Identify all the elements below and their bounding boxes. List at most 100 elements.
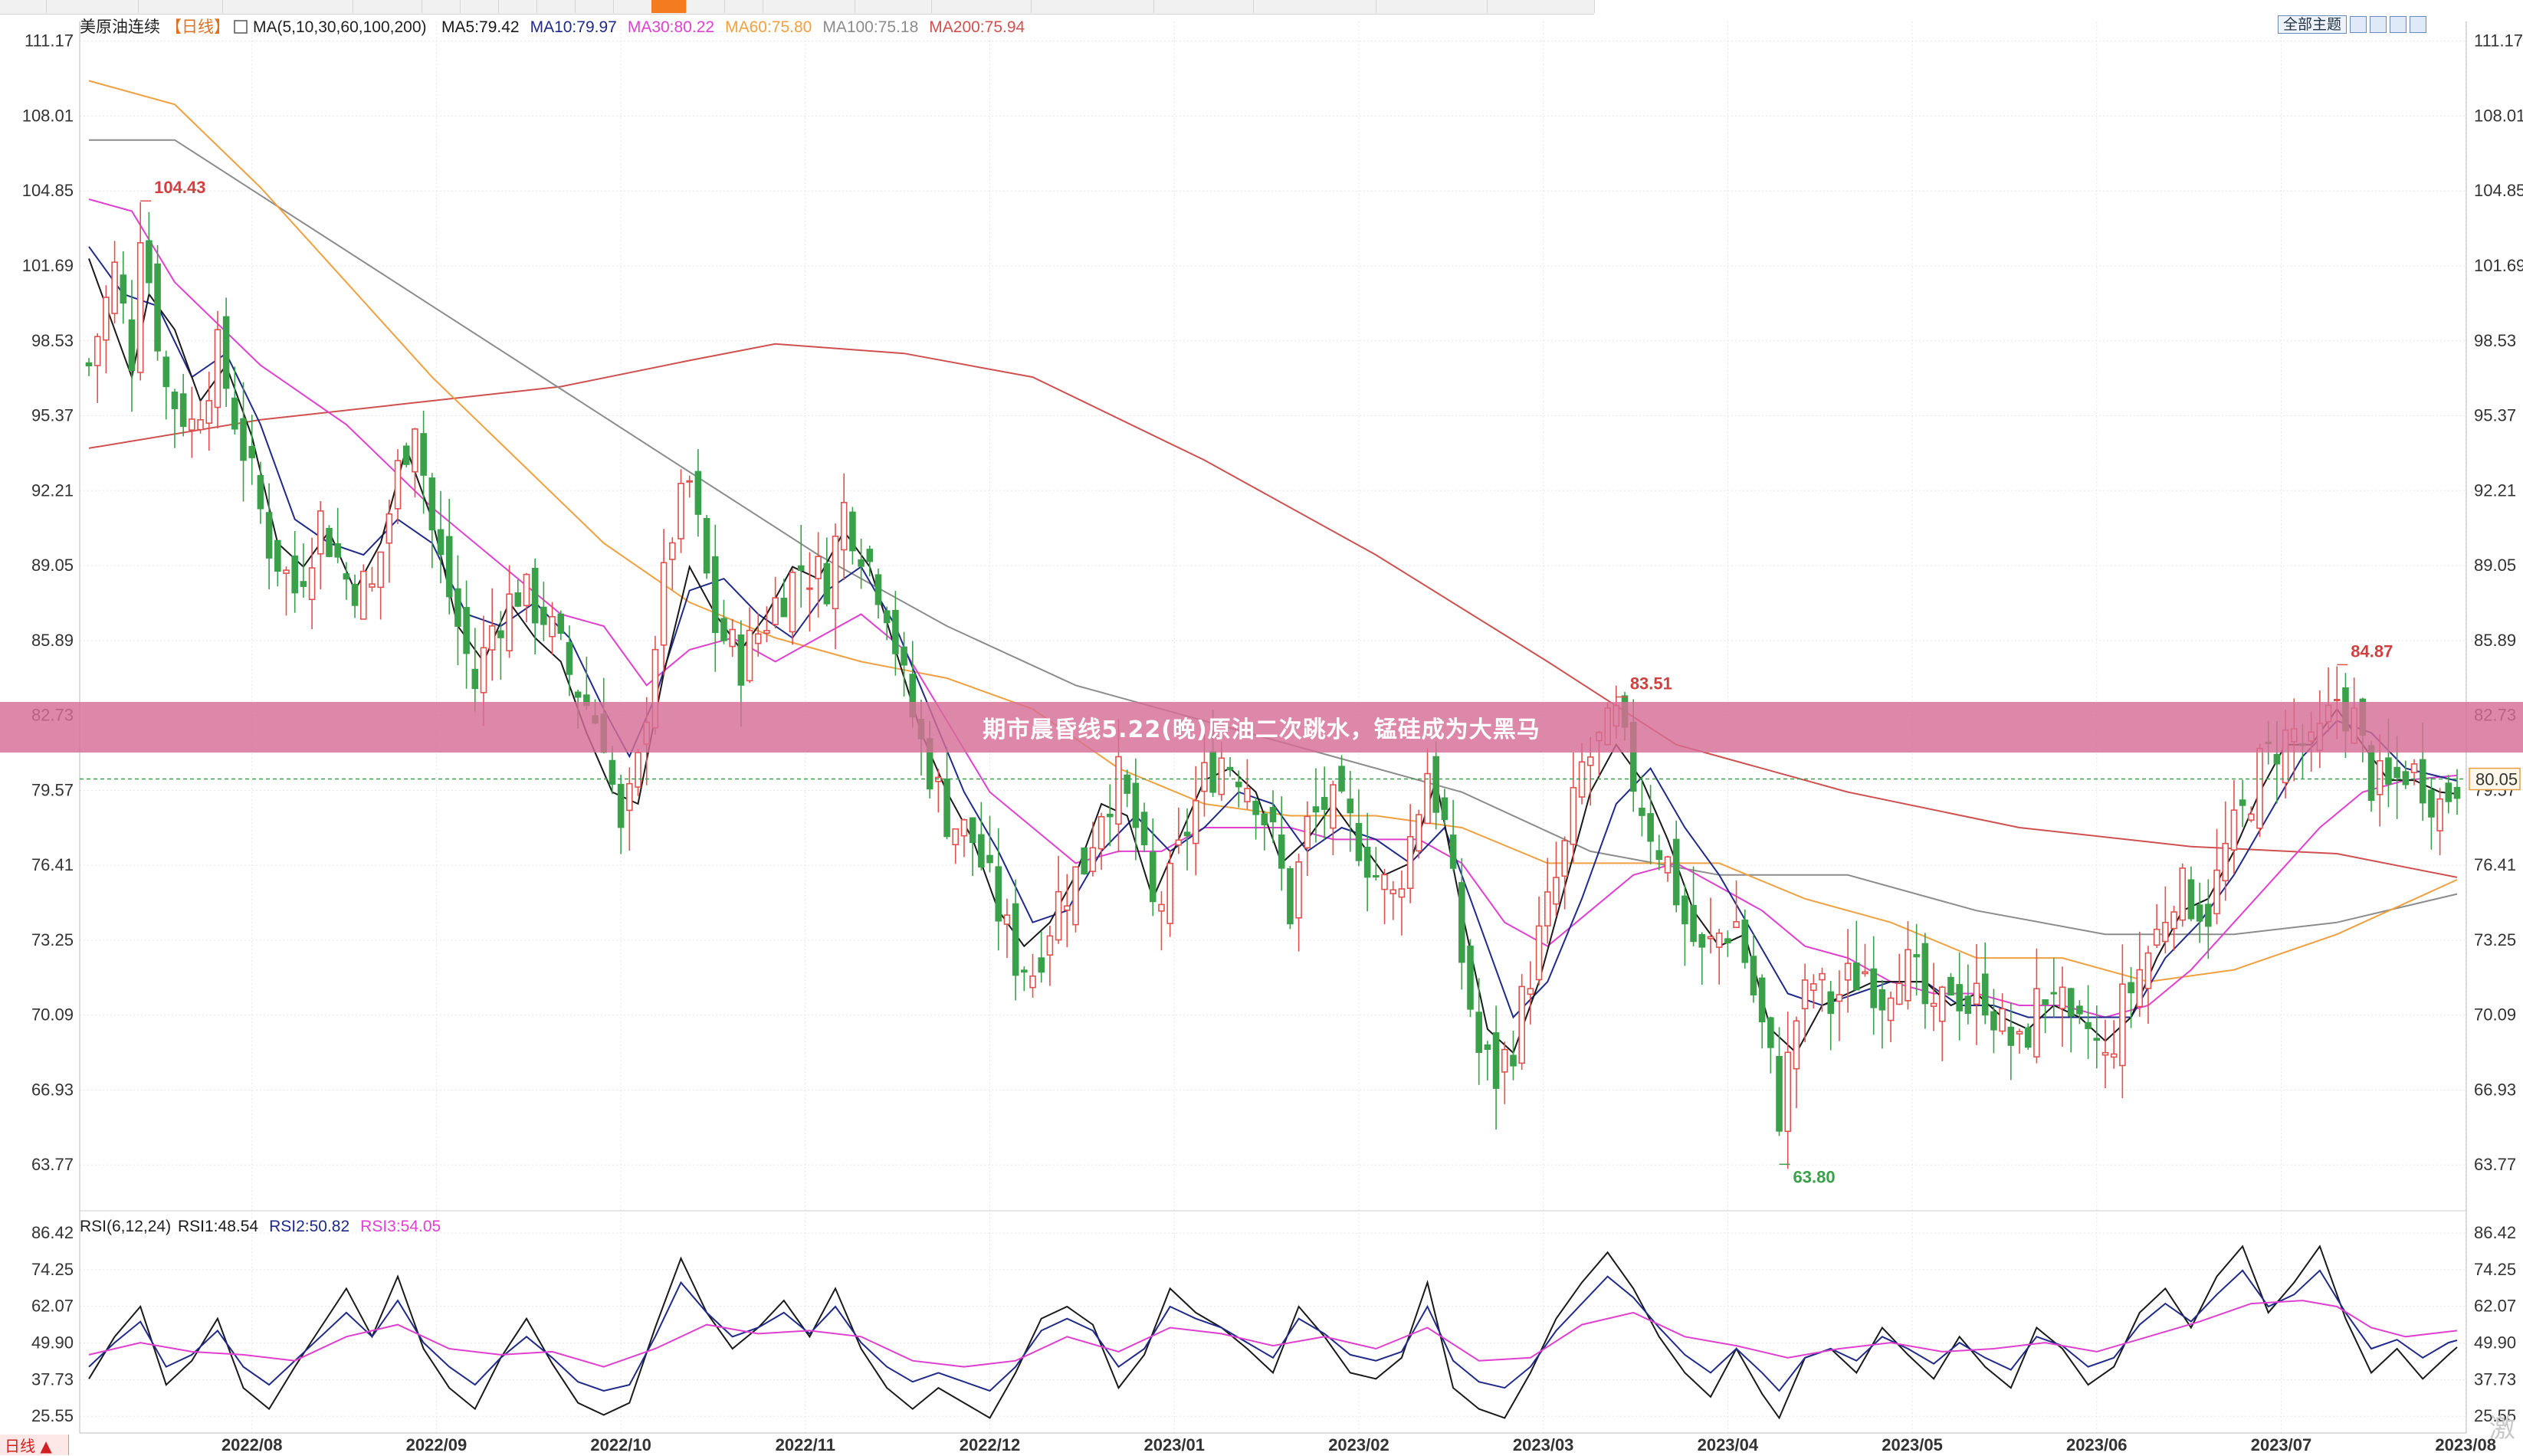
candle-body: [2333, 698, 2341, 702]
candle-body: [351, 583, 359, 606]
candle-body: [2385, 757, 2392, 785]
candle-body: [1776, 1056, 1783, 1132]
candle-body: [1449, 835, 1457, 869]
candle-body: [369, 583, 376, 588]
candle-body: [2196, 904, 2203, 922]
candle-body: [222, 316, 230, 389]
rsi-tick-label-left: 49.90: [31, 1333, 74, 1353]
candle-body: [291, 555, 298, 594]
toolbar-button[interactable]: [422, 0, 461, 13]
candle-body: [2162, 921, 2169, 943]
candle-body: [359, 570, 367, 620]
candle-body: [858, 559, 865, 567]
y-tick-label-left: 92.21: [31, 480, 74, 500]
candle-body: [1124, 774, 1130, 794]
toolbar-button[interactable]: [1031, 0, 1154, 13]
x-tick-label: 2023/07: [2251, 1435, 2312, 1454]
candle-body: [1758, 977, 1766, 1022]
candle-body: [1363, 846, 1371, 878]
candle-body: [497, 630, 504, 638]
candle-body: [2085, 1021, 2092, 1029]
candle-body: [523, 573, 530, 607]
candle-body: [1535, 925, 1543, 981]
top-toolbar: [0, 0, 1595, 15]
candle-body: [789, 572, 796, 633]
candle-body: [1553, 877, 1560, 905]
scroll-left-icon[interactable]: [2390, 16, 2407, 33]
candle-body: [334, 543, 341, 558]
candle-body: [1097, 815, 1105, 850]
candle-body: [1278, 834, 1285, 869]
y-tick-label-left: 63.77: [31, 1155, 74, 1174]
toolbar-button[interactable]: [1253, 0, 1376, 13]
candle-body: [1373, 874, 1380, 878]
candle-body: [737, 635, 745, 686]
candle-body: [1218, 757, 1225, 795]
toolbar-button[interactable]: [46, 0, 139, 13]
period-tab[interactable]: 日线 ▲: [0, 1435, 69, 1455]
toolbar-button[interactable]: [138, 0, 223, 13]
toolbar-button[interactable]: [855, 0, 932, 13]
y-tick-label-right: 95.37: [2474, 406, 2516, 425]
candle-body: [2402, 771, 2410, 785]
toolbar-button[interactable]: [575, 0, 614, 13]
candle-body: [540, 606, 547, 625]
toolbar-button[interactable]: [1376, 0, 1488, 13]
rsi-tick-label-right: 74.25: [2474, 1260, 2516, 1279]
toolbar-button[interactable]: [222, 0, 353, 13]
toolbar-button[interactable]: [0, 0, 47, 13]
zoom-out-icon[interactable]: [2370, 16, 2387, 33]
candle-body: [1209, 751, 1216, 793]
y-tick-label-left: 70.09: [31, 1005, 74, 1025]
toolbar-button[interactable]: [724, 0, 763, 13]
candle-body: [394, 460, 402, 510]
candle-body: [1938, 986, 1946, 1022]
candle-body: [969, 817, 976, 844]
annotation-label: 83.51: [1630, 674, 1672, 693]
rsi-tick-label-right: 62.07: [2474, 1297, 2516, 1316]
y-tick-label-left: 85.89: [31, 631, 74, 650]
candle-body: [1441, 797, 1449, 821]
candle-body: [1149, 851, 1157, 903]
candle-body: [240, 418, 247, 461]
candle-body: [1192, 800, 1199, 844]
toolbar-button[interactable]: [686, 0, 725, 13]
scroll-right-icon[interactable]: [2410, 16, 2427, 33]
toolbar-button[interactable]: [1153, 0, 1254, 13]
candle-body: [2393, 766, 2400, 779]
zoom-in-icon[interactable]: [2350, 16, 2367, 33]
theme-select[interactable]: 全部主题: [2278, 15, 2347, 34]
candle-body: [874, 574, 882, 605]
candle-body: [1287, 867, 1294, 925]
candle-body: [978, 834, 985, 868]
candle-body: [1810, 983, 1817, 992]
candle-body: [806, 587, 813, 590]
toolbar-button[interactable]: [460, 0, 499, 13]
toolbar-button[interactable]: [1487, 0, 1595, 13]
candle-body: [1586, 756, 1594, 766]
ma-settings-icon[interactable]: [234, 20, 248, 34]
toolbar-button[interactable]: [536, 0, 576, 13]
candle-body: [1819, 972, 1826, 981]
toolbar-button[interactable]: [931, 0, 1032, 13]
toolbar-button[interactable]: [498, 0, 537, 13]
candle-body: [1115, 756, 1122, 825]
candle-body: [2101, 1051, 2109, 1056]
period-day-button[interactable]: [651, 0, 687, 13]
legend-value: RSI1:48.54: [178, 1218, 258, 1235]
news-banner[interactable]: 期市晨昏线5.22(晚)原油二次跳水，锰硅成为大黑马: [0, 702, 2523, 753]
candle-body: [754, 633, 762, 644]
candle-body: [2428, 789, 2435, 818]
y-tick-label-left: 98.53: [31, 331, 74, 350]
candle-body: [1647, 813, 1654, 842]
candle-body: [2128, 982, 2134, 994]
candle-body: [1304, 815, 1311, 849]
candle-body: [1501, 1048, 1508, 1073]
candle-body: [1767, 1017, 1774, 1048]
toolbar-button[interactable]: [353, 0, 422, 13]
toolbar-button[interactable]: [763, 0, 855, 13]
candle-body: [1244, 788, 1251, 802]
candle-body: [1905, 949, 1911, 1002]
candle-body: [1741, 919, 1749, 963]
candle-body: [1484, 1044, 1491, 1051]
